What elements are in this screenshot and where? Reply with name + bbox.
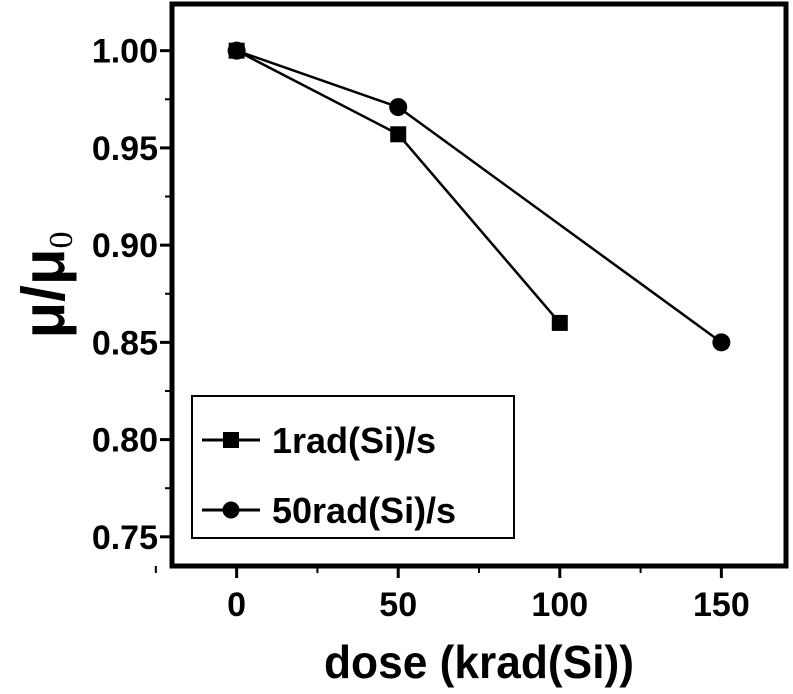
y-tick-label: 0.75 (92, 519, 158, 557)
data-point-circle (389, 98, 408, 117)
x-tick-label: 0 (227, 586, 246, 624)
series-layer (227, 41, 731, 352)
x-tick-label: 100 (531, 586, 588, 624)
data-point-square (551, 314, 568, 331)
y-axis-ticks: 0.75 0.80 0.85 0.90 0.95 1.00 (92, 33, 172, 557)
legend-box (191, 395, 515, 539)
y-axis-label: μ/μ0 (10, 231, 80, 338)
legend-marker-series-1 (223, 432, 239, 448)
data-point-circle (712, 333, 731, 352)
y-tick-label: 0.95 (92, 130, 158, 168)
series-line-2 (236, 49, 723, 344)
y-tick-label: 0.90 (92, 227, 158, 265)
y-axis-label-subscript: 0 (43, 231, 80, 248)
legend: 1rad(Si)/s 50rad(Si)/s (191, 395, 515, 539)
y-tick-label: 0.85 (92, 324, 158, 362)
data-point-square (390, 126, 407, 143)
y-axis-label-main: μ/μ (10, 248, 77, 338)
x-axis-ticks: 0 50 100 150 (154, 566, 750, 624)
x-tick-label: 50 (379, 586, 417, 624)
x-axis-label: dose (krad(Si)) (324, 636, 634, 688)
y-tick-label: 0.80 (92, 422, 158, 460)
svg-text:μ/μ0: μ/μ0 (10, 231, 80, 338)
legend-label-series-1: 1rad(Si)/s (272, 420, 436, 461)
y-tick-label: 1.00 (92, 33, 158, 71)
series-line-1 (236, 49, 561, 324)
x-tick-label: 150 (693, 586, 750, 624)
legend-label-series-2: 50rad(Si)/s (272, 490, 456, 531)
legend-marker-series-2 (222, 501, 240, 519)
data-point-circle (227, 41, 246, 60)
